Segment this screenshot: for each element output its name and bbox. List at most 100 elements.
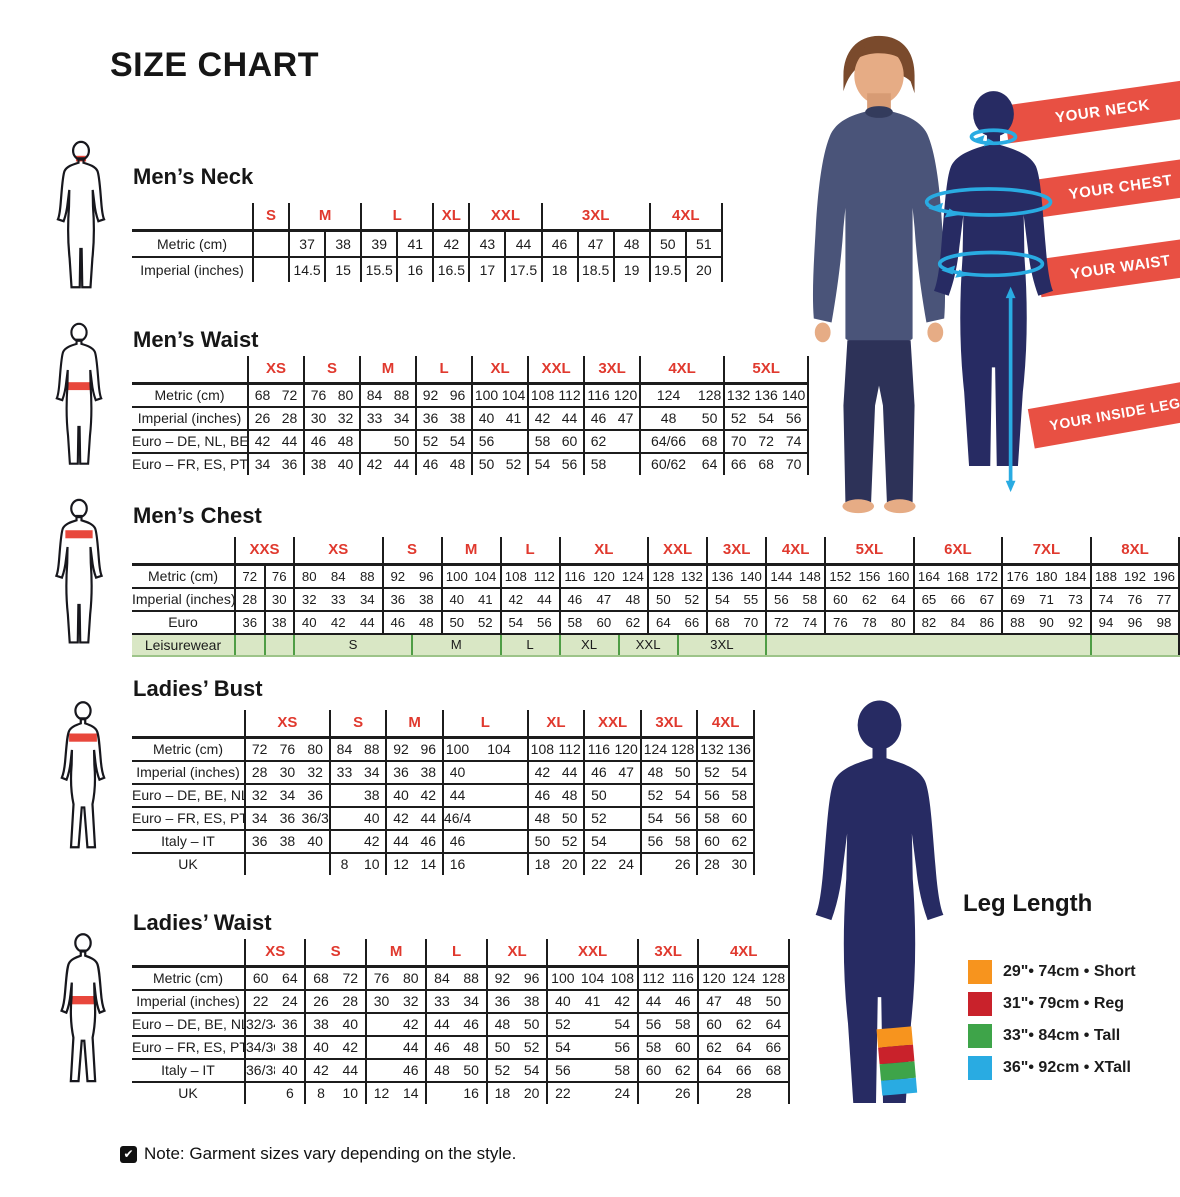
size-cell: 88 [388, 383, 417, 408]
size-cell: 42 [359, 453, 389, 475]
size-cell: 46 [425, 1036, 457, 1060]
xtall-color-swatch [968, 1056, 992, 1080]
size-cell: 32 [301, 761, 330, 785]
size-cell: 50 [696, 407, 725, 431]
size-group-label: 7XL [1001, 537, 1091, 566]
size-group-label: XL [432, 203, 470, 232]
size-cell: 70 [723, 430, 753, 454]
row-label: Imperial (inches) [132, 407, 248, 431]
size-cell: 104 [471, 564, 501, 589]
size-cell: 60 [696, 830, 726, 854]
size-group-label: 5XL [824, 537, 914, 566]
size-cell: 52 [485, 1059, 518, 1083]
size-cell: 41 [577, 990, 608, 1014]
size-cell: 39 [360, 230, 398, 258]
size-cell: 108 [499, 564, 531, 589]
size-cell: 80 [396, 966, 427, 991]
row-label: Italy – IT [132, 830, 245, 854]
size-cell: 34 [273, 784, 302, 808]
leg-length-title: Leg Length [963, 890, 1093, 917]
size-group-label: XS [243, 939, 306, 968]
size-group-label: L [441, 710, 528, 739]
size-cell: 18 [540, 257, 578, 282]
size-cell: 38 [304, 1013, 336, 1037]
size-cell: 50 [485, 1036, 518, 1060]
row-label: Metric (cm) [132, 230, 253, 258]
size-group-label: XL [485, 939, 548, 968]
size-cell: 96 [412, 564, 442, 589]
size-cell: 48 [618, 588, 649, 612]
size-cell: 196 [1149, 564, 1180, 589]
size-cell: 64 [701, 456, 718, 473]
size-cell: 46 [381, 611, 413, 635]
size-cell: 48 [639, 407, 697, 431]
size-cell: 48 [425, 1059, 457, 1083]
page-title: SIZE CHART [110, 46, 319, 84]
size-cell: 34 [247, 453, 276, 475]
size-cell: 16 [441, 853, 472, 875]
size-cell: 50 [440, 611, 472, 635]
size-cell: 36 [415, 407, 445, 431]
size-cell: 18 [526, 853, 556, 875]
size-cell: 82 [912, 611, 944, 635]
size-cell [636, 1082, 669, 1104]
size-cell: 44 [441, 784, 472, 808]
row-label: Leisurewear [132, 634, 235, 657]
size-cell: 66 [943, 588, 973, 612]
size-cell: 43 [468, 230, 506, 258]
section-title-mens-waist: Men’s Waist [133, 327, 259, 352]
size-cell: 28 [735, 1085, 752, 1102]
size-cell: 90 [1031, 611, 1062, 635]
size-cell [364, 1013, 397, 1037]
size-cell: 144 [765, 564, 796, 589]
size-cell [759, 1082, 789, 1104]
size-cell: 116 [583, 737, 613, 762]
size-cell: 54 [583, 830, 613, 854]
leg-length-item-xtall: 36"• 92cm • XTall [968, 1056, 1131, 1080]
size-cell: 72 [765, 611, 796, 635]
size-cell: 48 [639, 761, 670, 785]
female-figure-waist-icon [60, 933, 106, 1083]
size-cell: 46 [303, 430, 333, 454]
size-cell: 44 [425, 1013, 457, 1037]
size-cell: 37 [288, 230, 326, 258]
leg-length-item-tall: 33"• 84cm • Tall [968, 1024, 1120, 1048]
size-cell: 70 [736, 611, 767, 635]
size-cell: 41 [500, 407, 529, 431]
size-cell: 100 [471, 383, 501, 408]
size-cell: 34 [358, 761, 387, 785]
size-cell: 80 [293, 564, 324, 589]
size-cell: 18 [485, 1082, 518, 1104]
size-cell: 96 [517, 966, 548, 991]
size-cell: 62 [668, 1059, 699, 1083]
size-group-label: XXL [647, 537, 708, 566]
ladies-waist-table: XS S M L XL XXL 3XL 4XL Metric (cm) 60 64 68 72 76 80 8… [132, 939, 791, 1104]
size-cell: 38 [444, 407, 473, 431]
size-cell: 44 [414, 807, 443, 831]
size-cell: 30 [303, 407, 333, 431]
size-cell: 58 [696, 807, 726, 831]
size-cell: 116 [558, 564, 590, 589]
size-cell: 54 [639, 807, 670, 831]
size-cell: 124 [618, 564, 649, 589]
size-cell: 38 [273, 830, 302, 854]
size-cell: 36 [234, 611, 265, 635]
size-header-row: XXS XS S M L XL XXL 3XL 4XL 5XL 6XL 7XL 8XL [132, 537, 1180, 566]
size-cell: 41 [396, 230, 434, 258]
size-cell: 140 [736, 564, 767, 589]
size-group-label: 8XL [1089, 537, 1180, 566]
reg-color-swatch [968, 992, 992, 1016]
row-label: Metric (cm) [132, 966, 245, 991]
size-cell: 48 [456, 1036, 487, 1060]
size-cell: 68 [758, 456, 774, 473]
short-label: 29"• 74cm • Short [1003, 963, 1136, 980]
size-cell: 15 [324, 257, 362, 282]
size-cell: 36/38 [301, 807, 330, 831]
size-cell: 176 [1001, 564, 1032, 589]
size-group-label: M [440, 537, 501, 566]
size-cell: 50 [555, 807, 585, 831]
size-cell: 8 [304, 1082, 336, 1104]
size-cell: 30 [731, 856, 748, 873]
size-cell: 180 [1031, 564, 1062, 589]
size-cell: 120 [612, 737, 641, 762]
